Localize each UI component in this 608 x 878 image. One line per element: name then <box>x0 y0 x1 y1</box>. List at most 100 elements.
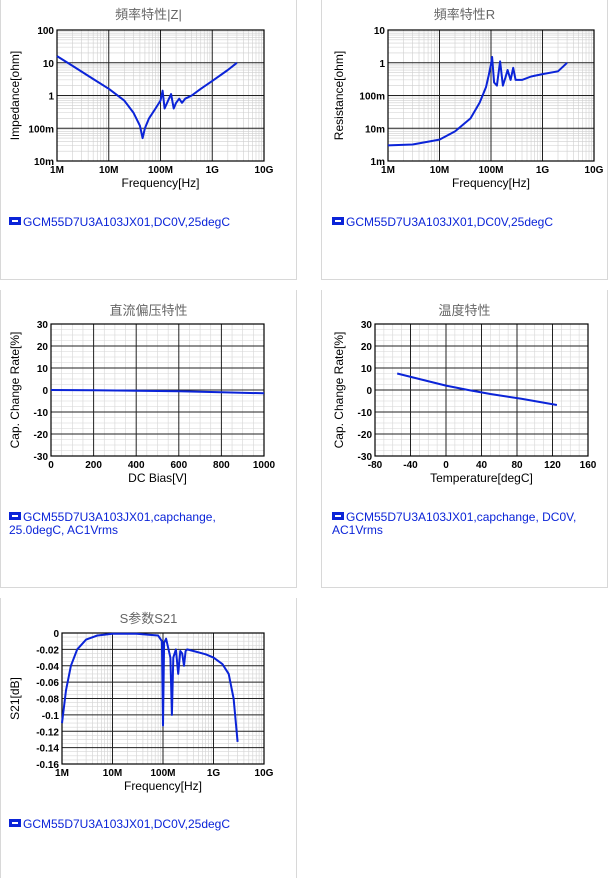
x-tick-label: 400 <box>128 460 145 471</box>
x-tick-label: 0 <box>443 460 449 471</box>
chart-legend[interactable]: GCM55D7U3A103JX01,DC0V,25degC <box>9 216 230 229</box>
y-axis-label: Impedance[ohm] <box>8 51 22 140</box>
y-tick-label: 30 <box>361 320 373 331</box>
x-tick-label: 10M <box>99 165 118 176</box>
x-tick-label: 1M <box>381 165 395 176</box>
chart-dc-bias: 0 200 400 600 800 1000 -30 -20 -10 0 10 20 30 DC Bias… <box>8 320 276 485</box>
series-line <box>387 56 568 147</box>
chart-title: 直流偏压特性 <box>109 303 188 318</box>
y-tick-label: -10 <box>358 408 373 419</box>
series-line <box>61 632 239 742</box>
y-tick-label: 100 <box>37 26 54 37</box>
y-tick-label: -0.04 <box>36 662 59 673</box>
y-tick-label: 100m <box>28 124 54 135</box>
x-tick-label: 160 <box>580 460 597 471</box>
y-tick-label: -10 <box>34 408 49 419</box>
legend-swatch-icon <box>332 512 344 520</box>
x-axis-label: Frequency[Hz] <box>121 176 199 190</box>
y-tick-label: -0.02 <box>36 645 59 656</box>
y-tick-label: 1 <box>48 92 54 103</box>
chart-panel-resistance: 頻率特性R 1M 10M 100M 1G 10G 1m 10m 100m 1 10 Frequenc… <box>321 0 608 280</box>
x-tick-label: 120 <box>544 460 561 471</box>
x-tick-label: 1G <box>207 768 221 779</box>
series-line <box>56 55 238 140</box>
y-tick-label: -30 <box>34 452 49 463</box>
plot-frame <box>56 29 265 162</box>
x-tick-label: 100M <box>148 165 173 176</box>
x-tick-label: 200 <box>85 460 102 471</box>
chart-resistance: 1M 10M 100M 1G 10G 1m 10m 100m 1 10 Frequency[Hz] R… <box>332 26 604 190</box>
y-tick-label: 100m <box>359 92 385 103</box>
chart-title: 温度特性 <box>438 303 491 318</box>
chart-title: 頻率特性|Z| <box>115 7 182 22</box>
y-axis-label: Cap. Change Rate[%] <box>332 332 346 449</box>
y-axis-label: Cap. Change Rate[%] <box>8 332 22 449</box>
x-tick-label: 1000 <box>253 460 276 471</box>
legend-label: GCM55D7U3A103JX01,DC0V,25degC <box>346 215 554 229</box>
x-tick-label: 1G <box>206 165 220 176</box>
legend-label: GCM55D7U3A103JX01,capchange, 25.0degC, A… <box>9 510 216 537</box>
x-tick-label: -80 <box>368 460 383 471</box>
legend-label: GCM55D7U3A103JX01,capchange, DC0V, AC1Vr… <box>332 510 577 537</box>
chart-panel-dc-bias: 直流偏压特性 0 200 400 600 800 1000 -30 -20 -10 0 10 20 30… <box>0 290 297 588</box>
y-tick-label: 1 <box>379 59 385 70</box>
chart-legend[interactable]: GCM55D7U3A103JX01,capchange, 25.0degC, A… <box>9 511 216 537</box>
y-tick-label: 20 <box>361 342 373 353</box>
y-tick-label: 10 <box>361 364 373 375</box>
chart-legend[interactable]: GCM55D7U3A103JX01,DC0V,25degC <box>332 216 553 229</box>
y-tick-label: 20 <box>37 342 49 353</box>
legend-label: GCM55D7U3A103JX01,DC0V,25degC <box>23 215 231 229</box>
chart-panel-temperature: 温度特性 -80 -40 0 40 80 120 160 -30 -20 -10 0 10 20 30 Te… <box>321 290 608 588</box>
y-tick-label: 10 <box>43 59 55 70</box>
y-tick-label: -0.1 <box>42 711 60 722</box>
x-tick-label: 600 <box>170 460 187 471</box>
y-tick-label: 1m <box>371 157 386 168</box>
x-tick-label: 10G <box>585 165 604 176</box>
y-tick-label: -0.08 <box>36 695 59 706</box>
chart-legend[interactable]: GCM55D7U3A103JX01,capchange, DC0V, AC1Vr… <box>332 511 576 537</box>
y-axis-label: S21[dB] <box>8 677 22 720</box>
x-tick-label: 10M <box>103 768 122 779</box>
chart-panel-impedance: 頻率特性|Z| 1M 10M 100M 1G 10G 10m 100m 1 10 100 Frequ… <box>0 0 297 280</box>
x-tick-label: 1M <box>55 768 69 779</box>
plot-frame <box>374 323 589 457</box>
x-tick-label: 1M <box>50 165 64 176</box>
x-axis-label: Temperature[degC] <box>430 471 533 485</box>
legend-swatch-icon <box>9 217 21 225</box>
x-tick-label: 10G <box>255 165 274 176</box>
legend-swatch-icon <box>9 819 21 827</box>
chart-legend[interactable]: GCM55D7U3A103JX01,DC0V,25degC <box>9 818 230 831</box>
plot-frame <box>387 29 595 162</box>
y-tick-label: 10m <box>365 124 385 135</box>
x-tick-label: 80 <box>511 460 523 471</box>
x-axis-label: Frequency[Hz] <box>452 176 530 190</box>
legend-swatch-icon <box>9 512 21 520</box>
y-tick-label: -0.06 <box>36 678 59 689</box>
y-tick-label: -20 <box>34 430 49 441</box>
chart-title: S参数S21 <box>119 611 178 626</box>
y-tick-label: -0.14 <box>36 744 59 755</box>
y-tick-label: 10m <box>34 157 54 168</box>
y-tick-label: -20 <box>358 430 373 441</box>
x-axis-label: DC Bias[V] <box>128 471 187 485</box>
series-line <box>50 389 265 395</box>
y-tick-label: 30 <box>37 320 49 331</box>
y-tick-label: 0 <box>53 629 59 640</box>
y-tick-label: -30 <box>358 452 373 463</box>
x-tick-label: 0 <box>48 460 54 471</box>
x-tick-label: 1G <box>536 165 550 176</box>
x-tick-label: 100M <box>478 165 503 176</box>
x-tick-label: 10G <box>255 768 274 779</box>
plot-frame <box>61 632 265 765</box>
chart-temperature: -80 -40 0 40 80 120 160 -30 -20 -10 0 10 20 30 Tempera… <box>332 320 597 485</box>
chart-s21: 1M 10M 100M 1G 10G -0.16 -0.14 -0.12 -0.1 -0.08 -0… <box>8 629 274 793</box>
legend-swatch-icon <box>332 217 344 225</box>
y-tick-label: 10 <box>374 26 386 37</box>
x-tick-label: 10M <box>430 165 449 176</box>
x-tick-label: 100M <box>150 768 175 779</box>
series-line <box>396 372 558 406</box>
x-axis-label: Frequency[Hz] <box>124 779 202 793</box>
y-tick-label: 0 <box>42 386 48 397</box>
x-tick-label: 40 <box>476 460 488 471</box>
y-tick-label: 0 <box>366 386 372 397</box>
